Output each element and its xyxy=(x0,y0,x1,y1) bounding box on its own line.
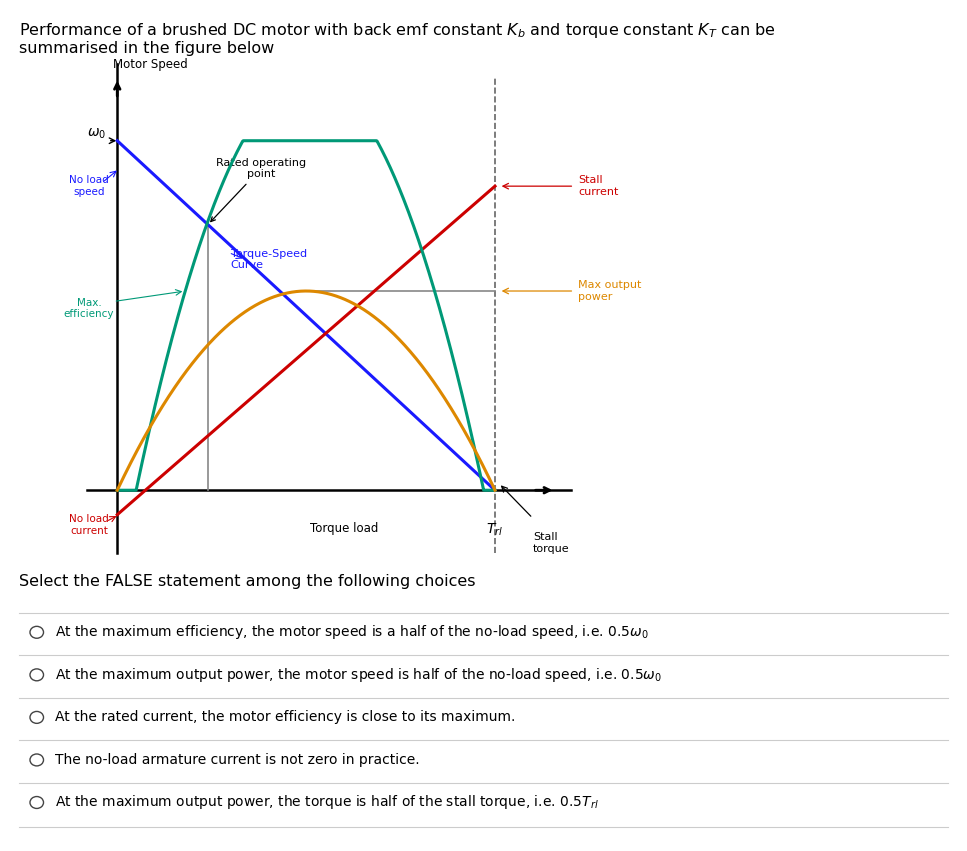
Text: Rated operating
point: Rated operating point xyxy=(211,158,306,221)
Text: Max.
efficiency: Max. efficiency xyxy=(64,298,114,319)
Text: summarised in the figure below: summarised in the figure below xyxy=(19,41,275,56)
Text: Max output
power: Max output power xyxy=(578,280,641,302)
Text: Motor Speed: Motor Speed xyxy=(113,58,189,71)
Text: The no-load armature current is not zero in practice.: The no-load armature current is not zero… xyxy=(55,753,420,767)
Text: Torque load: Torque load xyxy=(309,522,378,534)
Text: Stall
current: Stall current xyxy=(578,175,619,197)
Text: Performance of a brushed DC motor with back emf constant $K_b$ and torque consta: Performance of a brushed DC motor with b… xyxy=(19,21,776,40)
Text: Select the FALSE statement among the following choices: Select the FALSE statement among the fol… xyxy=(19,574,476,590)
Text: Torque-Speed
Curve: Torque-Speed Curve xyxy=(230,248,307,271)
Text: Stall
torque: Stall torque xyxy=(533,532,570,554)
Text: At the maximum output power, the torque is half of the stall torque, i.e. $0.5T_: At the maximum output power, the torque … xyxy=(55,793,599,812)
Text: At the maximum output power, the motor speed is half of the no-load speed, i.e. : At the maximum output power, the motor s… xyxy=(55,665,662,684)
Text: $T_{rl}$: $T_{rl}$ xyxy=(486,522,504,538)
Text: $\omega_0$: $\omega_0$ xyxy=(87,127,106,141)
Text: At the maximum efficiency, the motor speed is a half of the no-load speed, i.e. : At the maximum efficiency, the motor spe… xyxy=(55,623,649,642)
Text: At the rated current, the motor efficiency is close to its maximum.: At the rated current, the motor efficien… xyxy=(55,711,515,724)
Text: No load
current: No load current xyxy=(69,514,109,536)
Text: No load
speed: No load speed xyxy=(69,175,109,197)
